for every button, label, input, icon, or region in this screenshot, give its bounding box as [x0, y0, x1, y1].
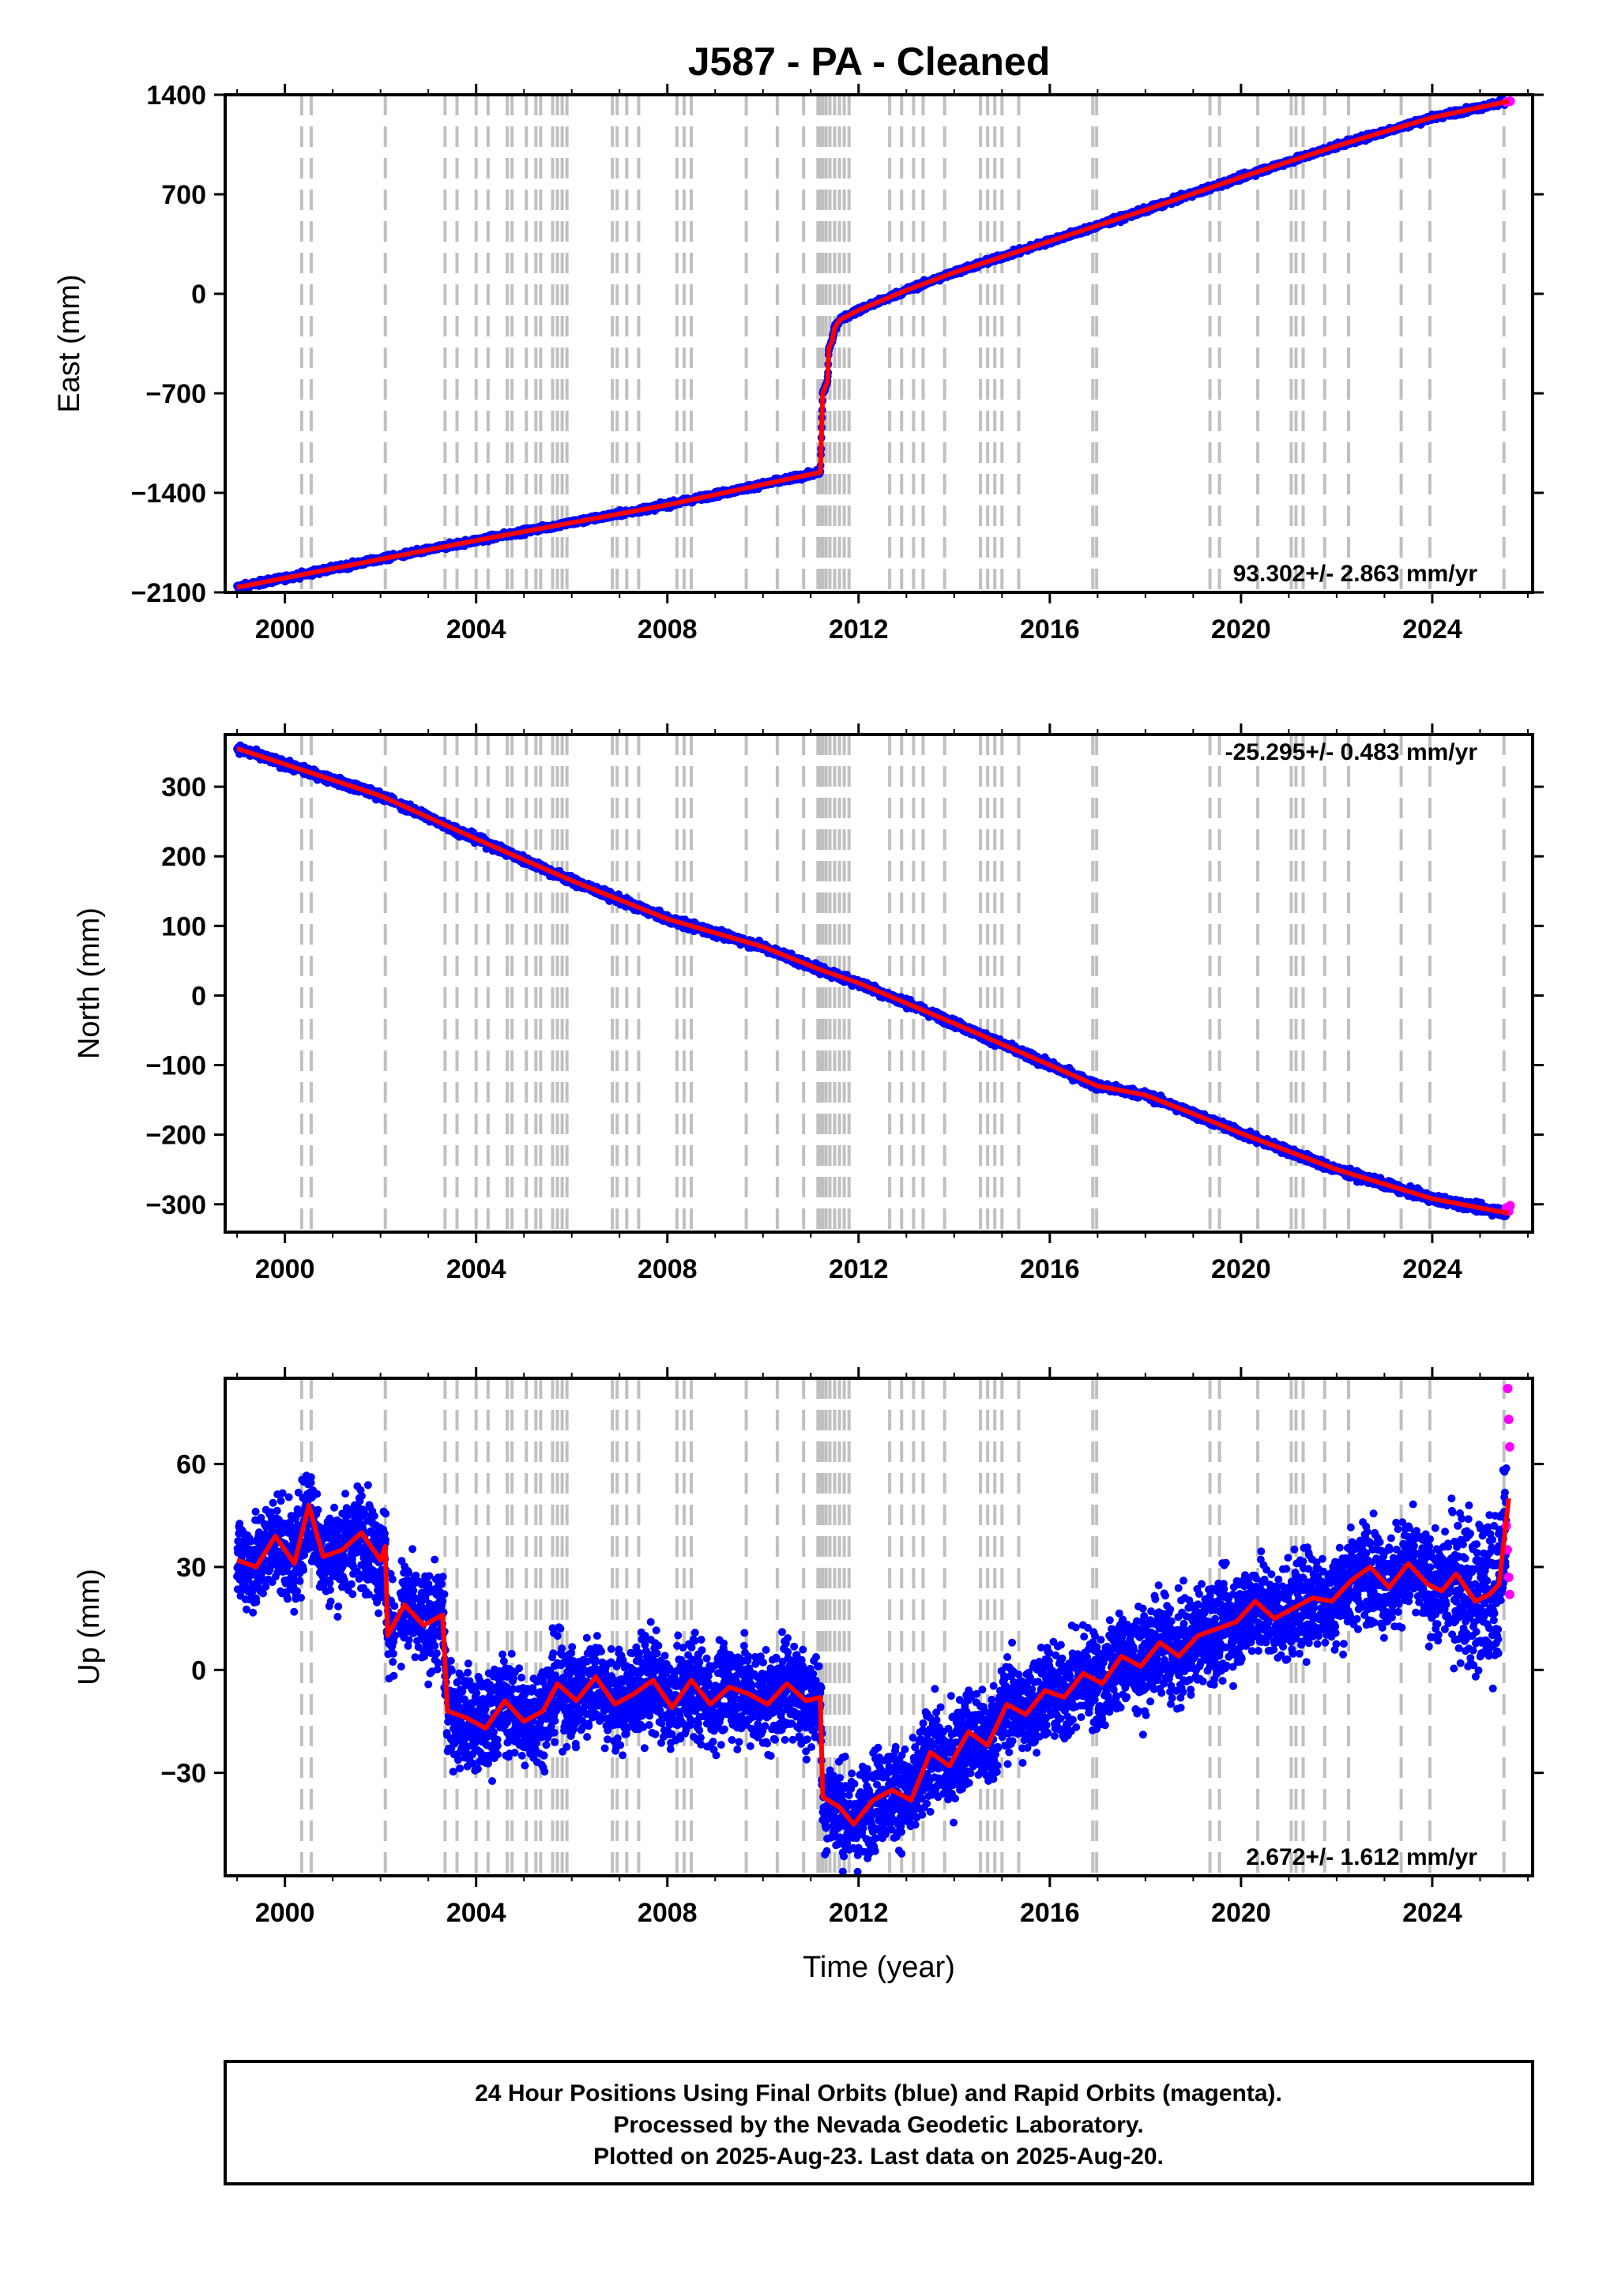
- plot-area: [233, 95, 1514, 593]
- plot-frame: [225, 95, 1533, 592]
- x-tick-label: 2024: [1402, 614, 1462, 644]
- x-tick-label: 2012: [829, 614, 889, 644]
- plot-area: [233, 735, 1514, 1232]
- panels: 2000 2004 2008 2012 2016 2020 2024 −2100 −1400 −7…: [53, 81, 1544, 1984]
- x-tick-label: 2016: [1020, 614, 1080, 644]
- y-tick-label: −2100: [131, 578, 207, 608]
- y-axis-label: East (mm): [53, 274, 86, 412]
- final-orbit-points: [233, 96, 1510, 592]
- x-tick-label: 2008: [638, 614, 698, 644]
- velocity-rate: 93.302+/- 2.863 mm/yr: [1233, 561, 1478, 587]
- y-tick-label: 0: [191, 280, 206, 310]
- x-tick-label: 2004: [446, 614, 506, 644]
- x-tick-label: 2000: [255, 614, 315, 644]
- y-tick-label: −700: [145, 379, 206, 409]
- model-line: [237, 101, 1509, 588]
- panel-east: 2000 2004 2008 2012 2016 2020 2024 −2100 −1400 −7…: [53, 81, 1544, 644]
- y-tick-label: 700: [161, 180, 206, 210]
- x-tick-label: 2020: [1211, 614, 1271, 644]
- y-tick-label: 1400: [146, 81, 206, 111]
- y-tick-label: −1400: [131, 479, 207, 509]
